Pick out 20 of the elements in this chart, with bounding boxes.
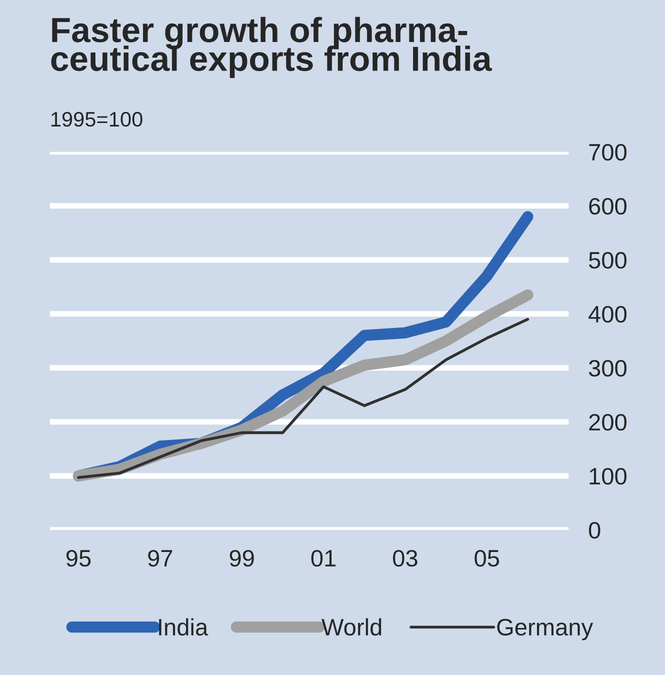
chart-subtitle: 1995=100 [51,112,142,127]
chart-title: Faster growth of pharma- ceutical exports from India [51,16,492,78]
legend-label: World [322,618,382,636]
x-tick-label: 97 [148,550,172,567]
legend-label: Germany [497,618,594,640]
line-series [77,318,530,479]
y-tick-label: 500 [588,252,626,269]
y-tick-label: 600 [589,198,626,215]
x-tick-label: 05 [474,550,500,567]
x-tick-label: 99 [230,550,254,567]
x-tick-label: 95 [66,550,91,567]
y-tick-label: 300 [588,360,626,377]
x-tick-label: 03 [392,550,418,567]
y-tick-label: 200 [589,414,626,431]
y-tick-label: 400 [588,306,626,323]
y-tick-label: 0 [588,522,600,539]
y-tick-label: 100 [590,468,626,485]
x-tick-label: 01 [311,550,336,567]
y-tick-label: 700 [589,144,626,161]
legend-label: India [159,618,208,636]
